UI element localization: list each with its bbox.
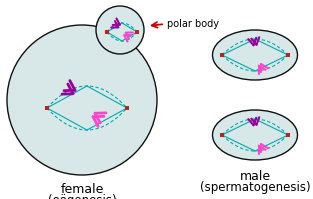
Text: female: female [60, 183, 104, 196]
Circle shape [7, 25, 157, 175]
Text: polar body: polar body [167, 19, 219, 29]
Text: male: male [239, 170, 270, 183]
Circle shape [96, 6, 144, 54]
Text: (spermatogenesis): (spermatogenesis) [200, 181, 310, 194]
Ellipse shape [213, 30, 297, 80]
Ellipse shape [213, 110, 297, 160]
Text: (oögenesis): (oögenesis) [48, 194, 116, 199]
